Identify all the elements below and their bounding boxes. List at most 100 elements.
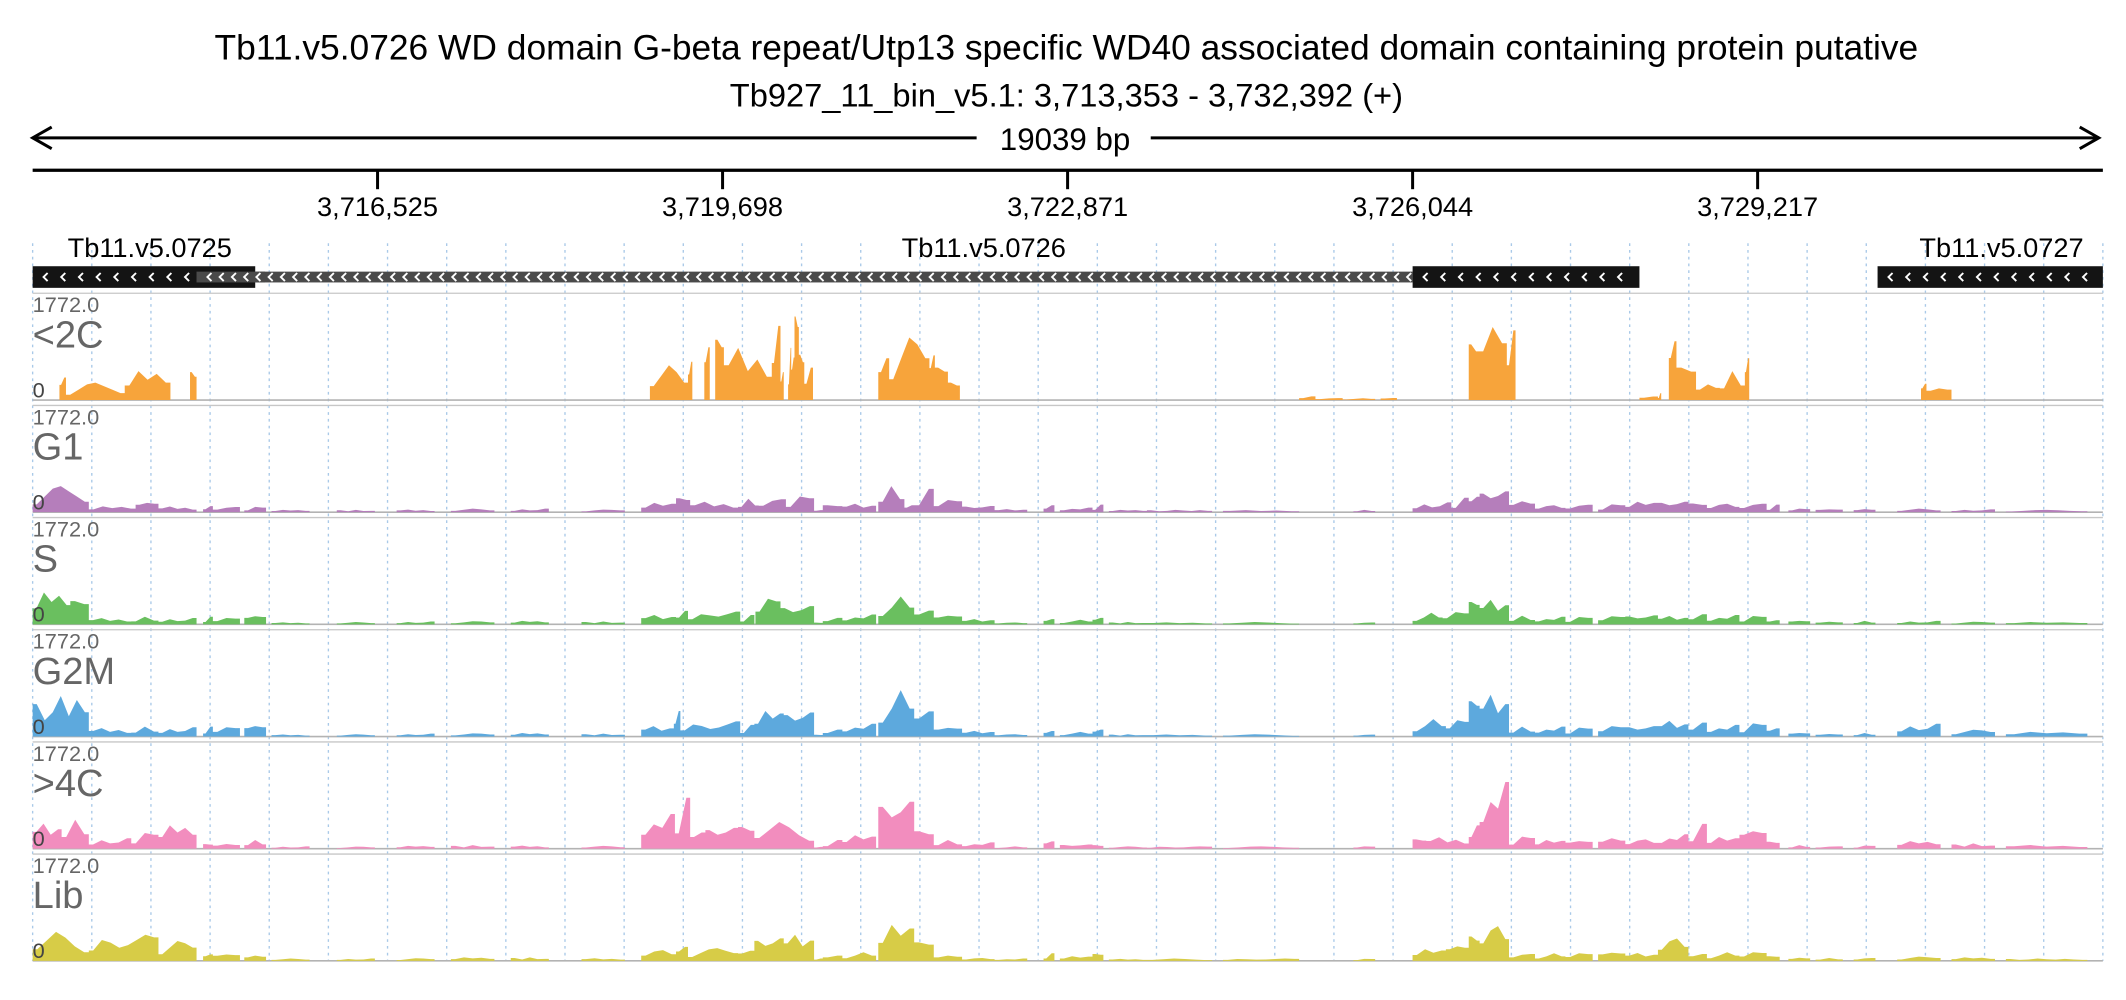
gene-model: Tb11.v5.0727 [1877, 232, 2103, 288]
strand-chevron-icon [1197, 272, 1204, 282]
strand-chevron-icon [1393, 272, 1400, 282]
strand-chevron-icon [683, 272, 690, 282]
strand-chevron-icon [414, 272, 421, 282]
strand-chevron-icon [903, 272, 910, 282]
strand-chevron-icon [328, 272, 335, 282]
coverage-track: 1772.0>4C 0 [32, 741, 2103, 851]
strand-chevron-icon [1111, 272, 1119, 282]
gene-label: Tb11.v5.0726 [902, 232, 1066, 263]
strand-chevron-icon [561, 272, 568, 282]
strand-chevron-icon [1050, 272, 1057, 282]
strand-chevron-icon [658, 272, 666, 282]
strand-chevron-icon [2046, 272, 2053, 282]
strand-chevron-icon [1475, 272, 1482, 282]
strand-chevron-icon [2081, 272, 2088, 282]
strand-chevron-icon [42, 272, 49, 282]
ruler-tick-label: 3,729,217 [1697, 191, 1818, 222]
strand-chevron-icon [1075, 272, 1082, 282]
strand-chevron-icon [1148, 272, 1155, 282]
strand-chevron-icon [218, 272, 225, 282]
y-max-label: 1772.0 [33, 404, 100, 429]
strand-chevron-icon [291, 272, 298, 282]
strand-chevron-icon [1185, 272, 1192, 282]
strand-chevron-icon [854, 272, 861, 282]
strand-chevron-icon [965, 272, 972, 282]
strand-chevron-icon [1439, 272, 1446, 282]
gene-cds [1412, 266, 1640, 288]
strand-chevron-icon [130, 272, 137, 282]
strand-chevron-icon [2063, 272, 2071, 282]
coverage-area [59, 316, 1952, 401]
strand-chevron-icon [1038, 272, 1045, 282]
strand-chevron-icon [756, 272, 764, 282]
strand-chevron-icon [1381, 272, 1388, 282]
strand-chevron-icon [1136, 272, 1143, 282]
chart-title: Tb11.v5.0726 WD domain G-beta repeat/Utp… [215, 29, 1919, 68]
track-name: Lib [33, 875, 84, 917]
strand-chevron-icon [1099, 272, 1106, 282]
strand-chevron-icon [646, 272, 653, 282]
strand-chevron-icon [805, 272, 812, 282]
y-min-label: 0 [33, 377, 45, 402]
strand-chevron-icon [536, 272, 543, 282]
strand-chevron-icon [112, 272, 120, 282]
coverage-area [32, 782, 2088, 849]
strand-chevron-icon [1271, 272, 1278, 282]
y-min-label: 0 [33, 714, 45, 739]
coverage-track: 1772.0G1 0 [32, 404, 2103, 514]
coverage-area [32, 486, 2088, 513]
strand-chevron-icon [1087, 272, 1094, 282]
strand-chevron-icon [891, 272, 898, 282]
strand-chevron-icon [1356, 272, 1363, 282]
strand-chevron-icon [1457, 272, 1464, 282]
strand-chevron-icon [585, 272, 592, 282]
strand-chevron-icon [2028, 272, 2035, 282]
y-min-label: 0 [33, 938, 45, 963]
strand-chevron-icon [830, 272, 837, 282]
track-name: >4C [33, 763, 104, 805]
strand-chevron-icon [1369, 272, 1376, 282]
coverage-track: 1772.0<2C 0 [32, 292, 2103, 402]
coverage-area [32, 690, 2088, 737]
strand-chevron-icon [1062, 272, 1070, 282]
strand-chevron-icon [1222, 272, 1229, 282]
strand-chevron-icon [1887, 272, 1894, 282]
strand-chevron-icon [1173, 272, 1180, 282]
chart-subtitle: Tb927_11_bin_v5.1: 3,713,353 - 3,732,392… [730, 78, 1403, 114]
strand-chevron-icon [622, 272, 629, 282]
y-min-label: 0 [33, 602, 45, 627]
strand-chevron-icon [1234, 272, 1241, 282]
span-arrow-left-icon [29, 125, 53, 150]
strand-chevron-icon [365, 272, 372, 282]
track-name: <2C [33, 314, 104, 356]
ruler-tick-label: 3,716,525 [317, 191, 438, 222]
ruler-tick-label: 3,719,698 [662, 191, 783, 222]
strand-chevron-icon [1422, 272, 1429, 282]
strand-chevron-icon [1904, 272, 1911, 282]
strand-chevron-icon [1344, 272, 1351, 282]
strand-chevron-icon [59, 272, 66, 282]
strand-chevron-icon [1581, 272, 1588, 282]
strand-chevron-icon [438, 272, 445, 282]
strand-chevron-icon [450, 272, 457, 282]
strand-chevron-icon [1510, 272, 1517, 282]
gene-utr [196, 271, 1413, 283]
strand-chevron-icon [1993, 272, 2000, 282]
strand-chevron-icon [989, 272, 996, 282]
strand-chevron-icon [230, 272, 237, 282]
strand-chevron-icon [165, 272, 173, 282]
strand-chevron-icon [1307, 272, 1314, 282]
strand-chevron-icon [1957, 272, 1964, 282]
gene-label: Tb11.v5.0727 [1919, 232, 2083, 263]
strand-chevron-icon [316, 272, 323, 282]
span-indicator: 19039 bp [29, 122, 2102, 157]
strand-chevron-icon [1160, 272, 1168, 282]
strand-chevron-icon [206, 272, 213, 282]
y-max-label: 1772.0 [33, 517, 100, 542]
strand-chevron-icon [1940, 272, 1947, 282]
strand-chevron-icon [1405, 272, 1412, 282]
gene-model: Tb11.v5.0726 [196, 232, 1640, 288]
